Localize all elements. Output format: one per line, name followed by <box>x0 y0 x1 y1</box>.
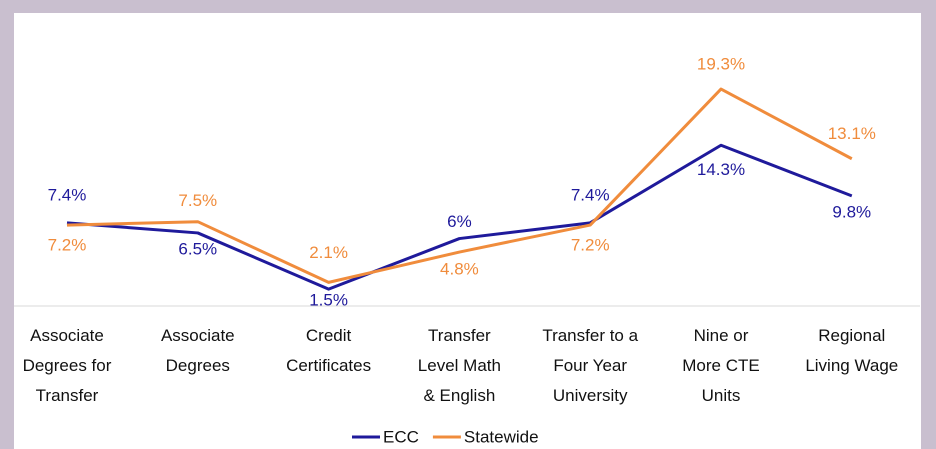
x-tick-label: Associate Degrees <box>160 326 235 375</box>
series-line <box>66 143 853 291</box>
data-label: 9.8% <box>832 202 871 221</box>
data-label: 13.1% <box>828 124 876 143</box>
x-tick-label: Associate Degrees for Transfer <box>22 326 112 405</box>
data-label: 19.3% <box>697 55 745 74</box>
x-tick-label: Transfer to a Four Year University <box>542 326 639 405</box>
data-label: 1.5% <box>309 291 348 310</box>
data-label: 6.5% <box>178 239 217 258</box>
x-tick-label: Nine or More CTE Units <box>682 326 760 405</box>
data-label: 2.1% <box>309 243 348 262</box>
legend-label: ECC <box>383 427 419 446</box>
data-label: 4.8% <box>440 260 479 279</box>
x-tick-label: Regional Living Wage <box>805 326 899 375</box>
series-line <box>66 87 853 284</box>
data-label: 7.2% <box>48 236 87 255</box>
data-label: 6% <box>447 212 472 231</box>
data-label: 7.4% <box>571 185 610 204</box>
legend-label: Statewide <box>464 427 539 446</box>
x-tick-label: Credit Certificates <box>286 326 372 375</box>
x-tick-label: Transfer Level Math & English <box>417 326 501 405</box>
data-label: 7.5% <box>178 191 217 210</box>
data-label: 7.2% <box>571 236 610 255</box>
data-label: 14.3% <box>697 160 745 179</box>
data-label: 7.4% <box>48 185 87 204</box>
